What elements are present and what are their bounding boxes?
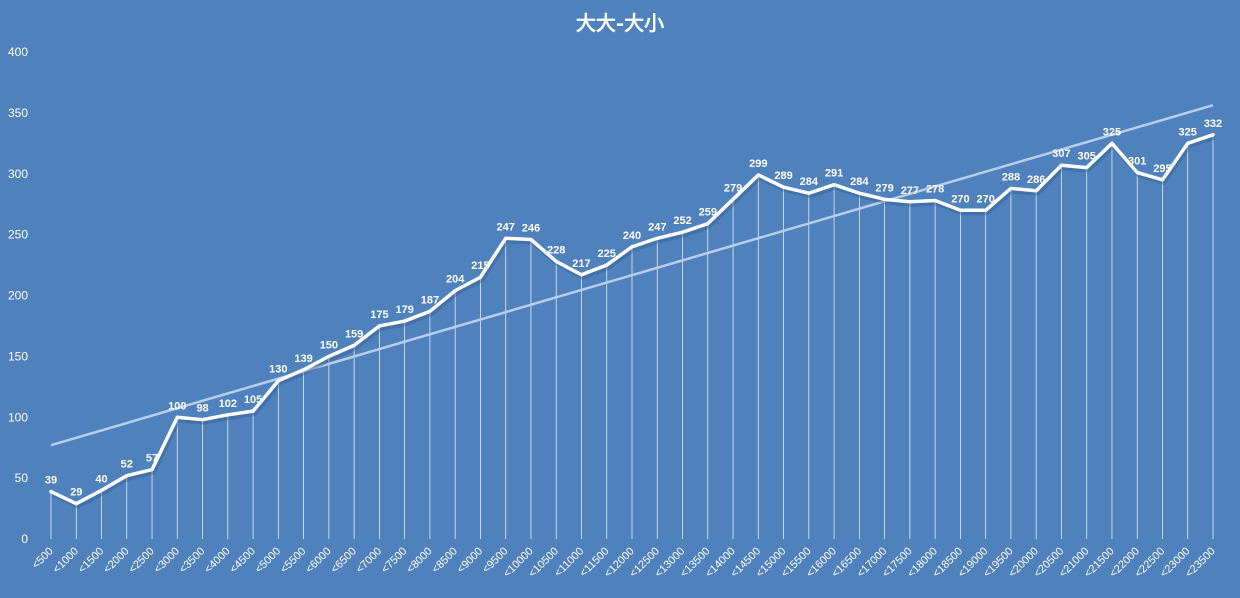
data-label: 270 (976, 193, 994, 205)
drop-lines (50, 134, 1214, 539)
x-tick-label: <4500 (228, 545, 258, 575)
data-label: 247 (497, 221, 515, 233)
data-label: 279 (875, 182, 893, 194)
y-tick-label: 350 (8, 106, 28, 120)
y-tick-label: 300 (8, 167, 28, 181)
data-label: 225 (598, 248, 616, 260)
x-tick-label: <5500 (278, 545, 308, 575)
x-tick-label: <3000 (152, 545, 182, 575)
x-tick-label: <6500 (329, 545, 359, 575)
y-tick-label: 0 (21, 532, 28, 546)
series-line (49, 133, 1215, 506)
series-line-shadow (51, 135, 1216, 509)
y-tick-label: 100 (8, 410, 28, 424)
data-label: 204 (446, 274, 465, 286)
y-tick-label: 200 (8, 289, 28, 303)
data-label: 252 (673, 215, 691, 227)
x-tick-label: <4000 (202, 545, 232, 575)
data-label: 159 (345, 328, 363, 340)
x-tick-label: <9000 (455, 545, 485, 575)
y-tick-label: 250 (8, 228, 28, 242)
data-label: 187 (421, 294, 439, 306)
y-axis: 0 50 100 150 200 250 300 350 400 (8, 45, 28, 546)
data-label: 286 (1027, 174, 1045, 186)
x-tick-label: <7500 (379, 545, 409, 575)
data-label: 279 (724, 182, 742, 194)
series-line-group (49, 133, 1216, 509)
x-tick-label: <6000 (303, 545, 333, 575)
data-label: 100 (168, 400, 186, 412)
data-label: 270 (951, 193, 969, 205)
data-label: 40 (95, 473, 107, 485)
x-tick-label: <7000 (354, 545, 384, 575)
data-label: 295 (1153, 163, 1171, 175)
data-label: 39 (45, 475, 57, 487)
y-tick-label: 400 (8, 45, 28, 59)
trendline-group (50, 103, 1214, 447)
data-label: 139 (294, 353, 312, 365)
x-axis: <500<1000<1500<2000<2500<3000<3500<4000<… (30, 545, 1218, 580)
x-tick-label: <2000 (101, 545, 131, 575)
data-label: 301 (1128, 156, 1146, 168)
data-label: 150 (320, 339, 338, 351)
trendline (50, 103, 1214, 447)
data-label: 259 (699, 207, 717, 219)
data-label: 29 (70, 487, 82, 499)
data-label: 284 (850, 176, 869, 188)
data-label: 299 (749, 158, 767, 170)
y-tick-label: 150 (8, 349, 28, 363)
data-label: 179 (395, 304, 413, 316)
x-tick-label: <5000 (253, 545, 283, 575)
data-label: 325 (1103, 126, 1121, 138)
data-label: 289 (774, 170, 792, 182)
data-label: 228 (547, 244, 565, 256)
data-label: 307 (1052, 148, 1070, 160)
x-tick-label: <2500 (127, 545, 157, 575)
x-tick-label: <1000 (51, 545, 81, 575)
data-label: 98 (196, 403, 208, 415)
data-label: 291 (825, 168, 843, 180)
data-label: 57 (146, 453, 158, 465)
data-label: 175 (370, 309, 388, 321)
data-label: 288 (1002, 171, 1020, 183)
data-label: 325 (1179, 126, 1197, 138)
x-tick-label: <8000 (404, 545, 434, 575)
data-label: 215 (471, 260, 489, 272)
data-label: 246 (522, 222, 540, 234)
data-label: 247 (648, 221, 666, 233)
data-labels: 39 29 40 52 57 100 98 102 105 130 139 150 159 175 179 1… (45, 118, 1222, 499)
data-label: 284 (800, 176, 819, 188)
data-label: 217 (572, 258, 590, 270)
data-label: 332 (1204, 118, 1222, 130)
chart-title: 大大-大小 (576, 11, 664, 35)
data-label: 305 (1078, 151, 1096, 163)
data-label: 105 (244, 394, 262, 406)
data-label: 52 (121, 459, 133, 471)
x-tick-label: <3500 (177, 545, 207, 575)
x-tick-label: <8500 (430, 545, 460, 575)
y-tick-label: 50 (15, 471, 29, 485)
data-label: 102 (219, 398, 237, 410)
data-label: 277 (901, 185, 919, 197)
x-tick-label: <1500 (76, 545, 106, 575)
data-label: 278 (926, 184, 944, 196)
data-label: 240 (623, 230, 641, 242)
data-label: 130 (269, 364, 287, 376)
